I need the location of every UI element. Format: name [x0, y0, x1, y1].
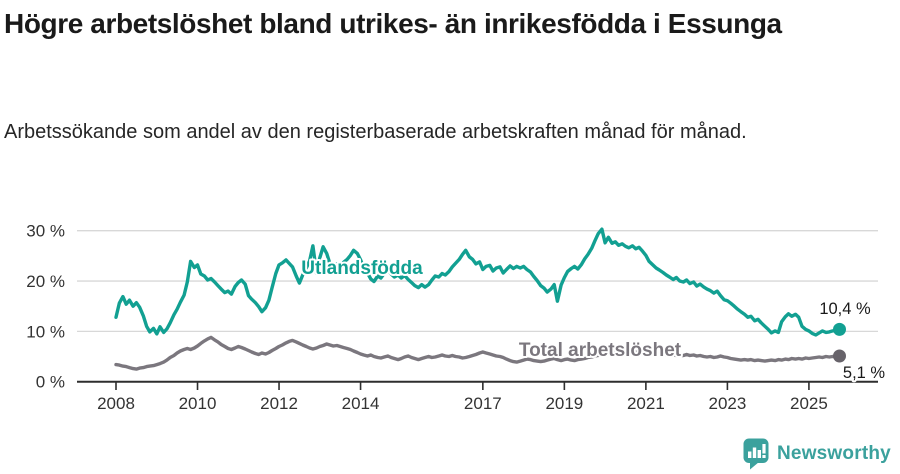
x-axis-labels: 2008 2010 2012 2014 2017 2019 2021 2023 2025 — [97, 394, 828, 413]
y-tick-label: 10 % — [26, 322, 65, 341]
series-line-total — [114, 335, 842, 371]
series-label-total-arbetsloshet: Total arbetslöshet — [519, 340, 682, 361]
series-label-utlandsfodda: Utlandsfödda — [301, 258, 423, 279]
series-line-utlandsfodda — [114, 227, 842, 337]
y-axis-labels: 0 % 10 % 20 % 30 % — [26, 222, 65, 392]
x-axis — [77, 380, 878, 390]
x-tick-label: 2014 — [342, 394, 380, 413]
series-endpoint-utlandsfodda — [833, 322, 846, 336]
y-tick-label: 20 % — [26, 272, 65, 291]
x-tick-label: 2019 — [545, 394, 583, 413]
x-tick-label: 2010 — [179, 394, 217, 413]
series-lines — [114, 227, 846, 371]
x-tick-label: 2025 — [790, 394, 828, 413]
x-tick-label: 2017 — [464, 394, 502, 413]
x-tick-label: 2008 — [97, 394, 135, 413]
page-subtitle: Arbetssökande som andel av den registerb… — [4, 121, 747, 143]
x-tick-label: 2012 — [260, 394, 298, 413]
newsworthy-icon — [743, 438, 769, 470]
newsworthy-wordmark: Newsworthy — [777, 443, 891, 464]
end-value-label-utlandsfodda: 10,4 % — [819, 300, 871, 318]
y-tick-label: 30 % — [26, 222, 65, 241]
newsworthy-logo: Newsworthy — [743, 438, 891, 470]
page-title: Högre arbetslöshet bland utrikes- än inr… — [4, 8, 782, 39]
x-tick-label: 2023 — [708, 394, 746, 413]
y-tick-label: 0 % — [36, 373, 65, 392]
gridlines — [77, 230, 878, 333]
series-endpoint-total — [833, 349, 846, 363]
end-value-label-total: 5,1 % — [843, 364, 886, 382]
x-tick-label: 2021 — [627, 394, 665, 413]
